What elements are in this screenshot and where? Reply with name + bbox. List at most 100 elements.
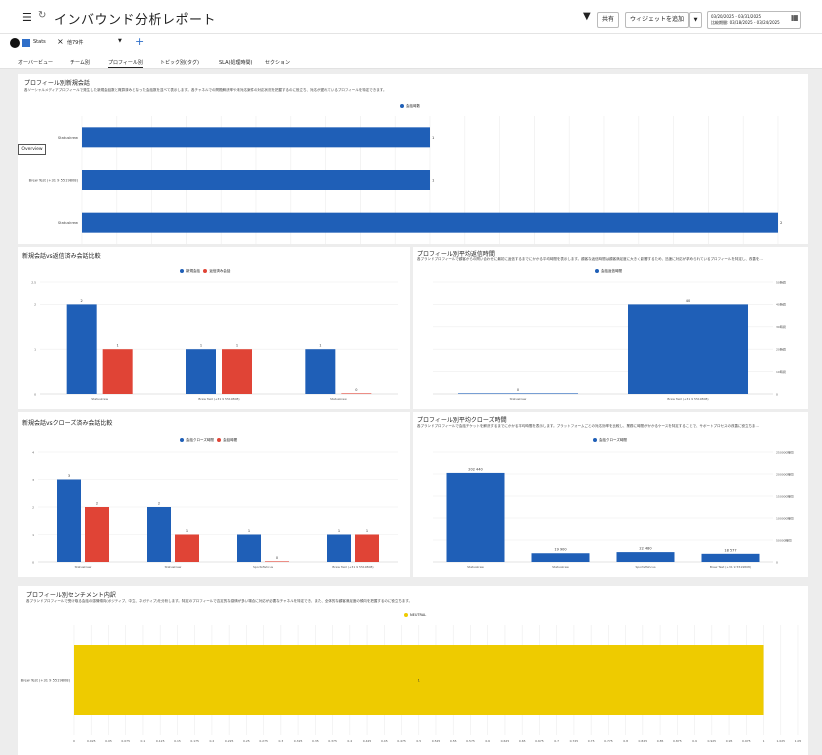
category-label: Statuskrew (552, 565, 569, 569)
chart-bar: 0 10時間 20時間 30時間 40時間 50時間 0 Statuskrew 40 Brew T… (433, 279, 786, 401)
tick-label: 0.975 (742, 739, 751, 743)
panel-new-vs-closed: 新規会話vsクローズ済み会話比較 会話クローズ時間 会話時間 0 1 2 3 4 3 2 St… (18, 412, 410, 577)
tick-label: 0.775 (604, 739, 613, 743)
bar (446, 472, 505, 562)
data-label: 18 577 (724, 548, 736, 552)
tick-label: 0.625 (501, 739, 510, 743)
date-range-picker[interactable]: 03/20/2025 - 03/31/2025 比較期間: 03/18/2025… (707, 11, 801, 29)
tab-bar: オーバービュー チーム別 プロフィール別 トピック別(タグ) SLA(処理時間)… (0, 54, 822, 69)
chart-horizontal-bar: Statuskrew 1 Brew Test (+31 9 5519808) 1 Sta… (29, 116, 783, 244)
tick-label: 0.125 (156, 739, 165, 743)
bar (458, 393, 578, 394)
tick-label: 0.05 (105, 739, 112, 743)
data-label: 1 (366, 529, 368, 533)
filter-bar: Stats × 他79件 ▼ + (0, 34, 822, 54)
chevron-down-icon[interactable]: ▼ (118, 38, 122, 44)
bar (57, 479, 81, 562)
panel-description: 各ブランドプロフィールで受け取る会話の感情傾向(ポジティブ、中立、ネガティブ)を… (26, 599, 413, 603)
panel-description: 各ブランドプロフィールで顧客からの問い合わせに最初に返信するまでにかかる平均時間… (417, 257, 763, 261)
bar (265, 561, 289, 562)
add-widget-dropdown[interactable]: ▼ (689, 12, 702, 28)
profile-chip-more[interactable]: 他79件 (67, 40, 84, 46)
data-label: 1 (338, 529, 340, 533)
profile-icon (22, 39, 30, 47)
overview-tooltip: Overview (18, 144, 46, 155)
tick-label: 0.475 (397, 739, 406, 743)
data-label: 1 (418, 679, 420, 683)
chart-horizontal-bar: Brew Test (+31 9 5519808) 1 0 0.025 0.05 0.07… (21, 625, 801, 743)
data-label: 1 (200, 344, 202, 348)
bar (237, 534, 261, 562)
bar (628, 304, 748, 394)
tab-overview[interactable]: オーバービュー (18, 60, 53, 66)
calendar-icon[interactable]: ▦ (791, 13, 799, 22)
tick-label: 0.4 (347, 739, 352, 743)
data-label: 2 (96, 502, 98, 506)
legend-label: 会話クローズ時間 (599, 438, 627, 442)
panel-new-vs-replied: 新規会話vs返信済み会話比較 新規会話 返信済み会話 0 1 2 2.5 2 1 Statu… (18, 247, 410, 409)
tick-label: 2.5 (31, 280, 36, 284)
tick-label: 10時間 (776, 369, 786, 374)
tab-sla[interactable]: SLA(処理時間) (219, 60, 253, 66)
tick-label: 0.725 (570, 739, 579, 743)
data-label: 0 (517, 388, 519, 392)
bar (327, 534, 351, 562)
bar (531, 553, 590, 562)
tick-label: 0.45 (381, 739, 388, 743)
data-label: 40 (686, 299, 690, 303)
legend-swatch (400, 104, 404, 108)
tick-label: 0.2 (210, 739, 215, 743)
tick-label: 50000時間 (776, 537, 792, 542)
page-title: インバウンド分析レポート (54, 13, 217, 28)
legend-swatch (404, 613, 408, 617)
bar (85, 507, 109, 562)
tick-label: 0 (32, 560, 34, 564)
add-widget-button[interactable]: ウィジェットを追加 (625, 12, 689, 28)
tick-label: 0.8 (623, 739, 628, 743)
bar (355, 534, 379, 562)
tick-label: 0 (776, 560, 778, 564)
tick-label: 1 (32, 533, 34, 537)
data-label: 19 900 (554, 548, 566, 552)
refresh-icon[interactable]: ↻ (38, 10, 47, 21)
bar (305, 349, 336, 394)
panel-avg-reply-time: プロフィール別平均返信時間 各ブランドプロフィールで顧客からの問い合わせに最初に… (413, 247, 808, 409)
tick-label: 0.5 (416, 739, 421, 743)
chart-legend: 会話時数 (400, 104, 420, 109)
legend-label: 返信済み会話 (209, 269, 231, 273)
tick-label: 0.925 (708, 739, 717, 743)
tick-label: 0.55 (450, 739, 457, 743)
legend-swatch (180, 438, 184, 442)
chart-legend: NEUTRAL (404, 613, 426, 617)
category-label: Brew Test (+31 9 5519808) (29, 179, 79, 183)
bar (147, 507, 171, 562)
tab-section[interactable]: セクション (265, 60, 291, 66)
share-button[interactable]: 共有 (597, 12, 619, 28)
tick-label: 4 (32, 450, 34, 454)
chart-legend: 会話クローズ時間 (593, 438, 627, 443)
legend-label: 新規会話 (186, 269, 200, 273)
tab-profile[interactable]: プロフィール別 (108, 60, 143, 68)
chart-bar: 0 50000時間 100000時間 150000時間 200000時間 250000時間… (433, 449, 793, 569)
close-icon[interactable]: × (57, 37, 64, 46)
tick-label: 40時間 (776, 302, 786, 307)
data-label: 2 (158, 502, 160, 506)
tick-label: 100000時間 (776, 515, 793, 520)
panel-title: プロフィール別センチメント内訳 (26, 592, 116, 599)
tick-label: 0.675 (535, 739, 544, 743)
panel-title: プロフィール別新規会話 (24, 80, 90, 87)
tick-label: 0.25 (243, 739, 250, 743)
filter-icon[interactable]: ▼ (583, 11, 591, 22)
bar (82, 170, 430, 190)
tick-label: 0.6 (485, 739, 490, 743)
menu-icon[interactable]: ☰ (22, 11, 32, 24)
tick-label: 0.95 (726, 739, 733, 743)
add-filter-icon[interactable]: + (135, 35, 145, 48)
tab-topic[interactable]: トピック別(タグ) (160, 60, 199, 66)
data-label: 1 (432, 178, 435, 183)
tick-label: 0.825 (639, 739, 648, 743)
tick-label: 30時間 (776, 324, 786, 329)
category-label: Sportsfishcus (253, 565, 274, 569)
tab-team[interactable]: チーム別 (70, 60, 90, 66)
chart-grouped-bar: 0 1 2 3 4 3 2 Statuskrew 2 1 Statuskrew 1 0 Sportsfis… (32, 450, 398, 569)
